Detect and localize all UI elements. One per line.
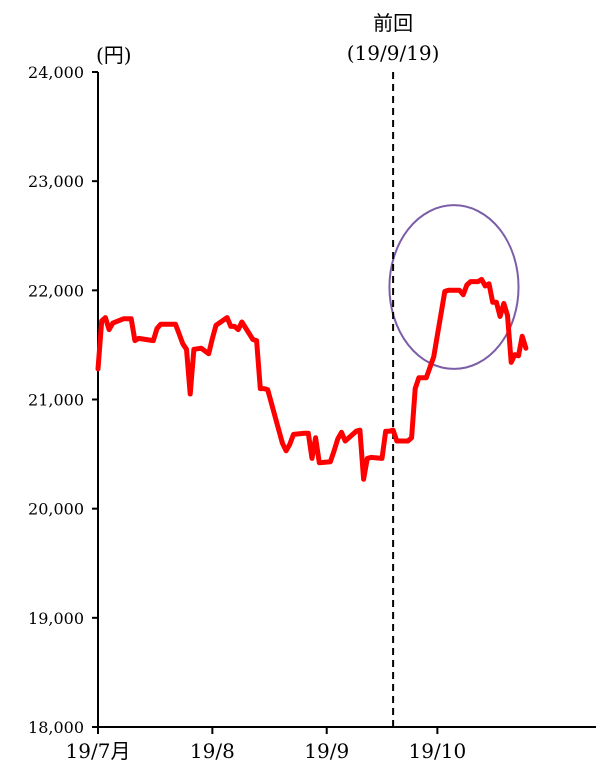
y-tick-label: 22,000 — [28, 281, 84, 300]
y-tick-label: 23,000 — [28, 172, 84, 191]
chart-marks: 前回 (19/9/19) (円) 18,000 19,000 20,000 21,000 22… — [28, 11, 596, 763]
reference-label-date: (19/9/19) — [347, 41, 440, 65]
reference-label-title: 前回 — [373, 11, 413, 35]
x-tick-label: 19/7月 — [66, 739, 131, 763]
highlight-circle — [388, 204, 520, 370]
x-tick-label: 19/9 — [304, 739, 349, 763]
series-line — [95, 276, 529, 482]
y-tick-label: 24,000 — [28, 63, 84, 82]
y-tick-label: 21,000 — [28, 391, 84, 410]
y-tick-label: 20,000 — [28, 500, 84, 519]
y-unit-label: (円) — [96, 43, 132, 67]
y-tick-label: 19,000 — [28, 609, 84, 628]
y-tick-label: 18,000 — [28, 718, 84, 737]
x-tick-label: 19/10 — [409, 739, 467, 763]
x-tick-label: 19/8 — [190, 739, 235, 763]
